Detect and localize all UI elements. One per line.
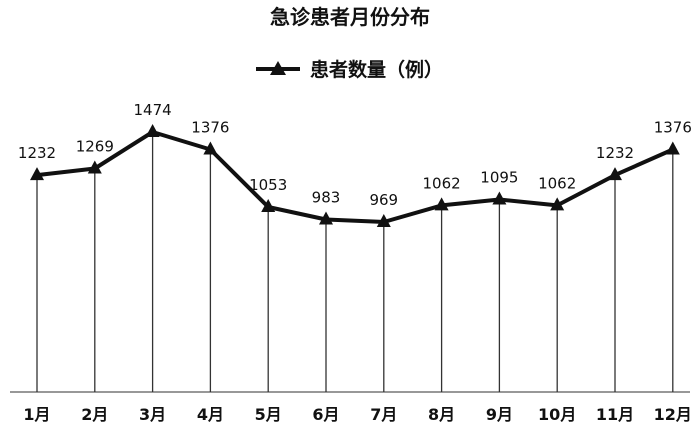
data-label: 1062: [538, 174, 576, 192]
x-tick-label: 10月: [538, 405, 576, 424]
x-tick-label: 4月: [197, 405, 224, 424]
x-tick-label: 8月: [428, 405, 455, 424]
x-tick-label: 6月: [312, 405, 339, 424]
data-label: 969: [369, 191, 398, 209]
data-label: 983: [312, 189, 341, 207]
data-point-marker: [87, 160, 102, 174]
data-point-marker: [319, 211, 333, 225]
chart-title: 急诊患者月份分布: [270, 5, 430, 29]
x-tick-label: 3月: [139, 405, 166, 424]
data-point-marker: [550, 197, 565, 211]
data-label: 1232: [18, 144, 56, 162]
data-point-marker: [434, 197, 449, 211]
data-labels: 1232 1269 1474 1376 1053 983 969 1062 1095 1062 12…: [18, 101, 692, 209]
data-point-marker: [608, 167, 622, 181]
x-tick-label: 12月: [654, 405, 692, 424]
markers: [30, 124, 680, 227]
data-label: 1474: [134, 101, 172, 119]
data-point-marker: [30, 167, 44, 181]
x-tick-label: 5月: [255, 405, 282, 424]
data-label: 1232: [596, 144, 634, 162]
data-point-marker: [665, 141, 680, 155]
legend-label: 患者数量（例）: [310, 58, 443, 81]
data-point-marker: [261, 199, 276, 213]
data-label: 1062: [423, 174, 461, 192]
drop-lines: [36, 132, 674, 392]
x-tick-label: 9月: [486, 405, 513, 424]
data-label: 1376: [191, 118, 229, 136]
legend-marker: [270, 61, 286, 75]
series-line: [36, 130, 674, 224]
x-tick-label: 7月: [370, 405, 397, 424]
x-tick-label: 2月: [81, 405, 108, 424]
data-point-marker: [376, 214, 391, 227]
x-tick-labels: 1月 2月 3月 4月 5月 6月 7月 8月 9月 10月 11月 12月: [23, 405, 692, 424]
legend: 患者数量（例）: [256, 58, 443, 81]
data-label: 1376: [654, 118, 692, 136]
data-point-marker: [492, 191, 507, 205]
data-label: 1269: [76, 138, 114, 156]
data-label: 1053: [249, 176, 287, 194]
data-point-marker: [203, 141, 218, 155]
x-tick-label: 11月: [596, 405, 634, 424]
data-point-marker: [145, 124, 160, 137]
x-tick-label: 1月: [23, 405, 50, 424]
data-label: 1095: [480, 169, 518, 187]
